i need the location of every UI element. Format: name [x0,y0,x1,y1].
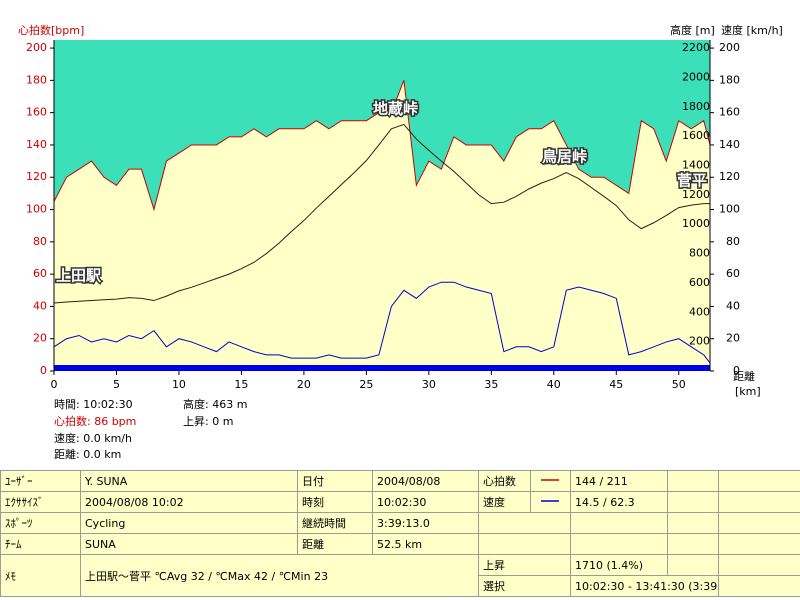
y3-tick-label: 140 [719,138,740,151]
cell: 144 / 211 [570,470,668,492]
x-tick-label: 40 [547,378,561,391]
cell: 時刻 [297,491,373,513]
y-tick-label: 100 [26,203,47,216]
series-line [53,123,710,304]
legend-swatch [530,470,571,492]
cell: 上昇 [478,554,571,576]
x-tick-label: 35 [484,378,498,391]
y3-tick-label: 160 [719,106,740,119]
y3-tick-label: 40 [726,299,740,312]
y2-tick-label: 1800 [682,100,710,113]
cell: 3:39:13.0 [372,512,479,534]
cell: 52.5 km [372,533,479,555]
x-tick-label: 25 [359,378,373,391]
y2-tick-label: 1000 [682,217,710,230]
y2-axis-title: 高度 [m] [670,23,715,37]
readout: 速度: 0.0 km/h [54,432,132,445]
hr-area [54,80,710,372]
selection-bar [54,365,710,371]
readout: 上昇: 0 m [183,415,234,428]
readout: 心拍数: 86 bpm [54,415,137,428]
y2-tick-label: 400 [689,305,710,318]
y3-tick-label: 120 [719,170,740,183]
x-tick-label: 20 [297,378,311,391]
cell: 日付 [297,470,373,492]
cell: 10:02:30 - 13:41:30 (3:39:00.0) [570,575,719,597]
x-tick-label: 45 [609,378,623,391]
y-tick-label: 180 [26,73,47,86]
y2-tick-label: 2000 [682,70,710,83]
annotation: 上田駅 [56,267,102,285]
y3-axis-title: 速度 [km/h] [721,23,783,37]
y2-tick-label: 600 [689,276,710,289]
x-tick-label: 15 [234,378,248,391]
cell: ﾕｰｻﾞｰ [0,470,81,492]
x-tick-label: 5 [113,378,120,391]
y3-tick-label: 60 [726,267,740,280]
y3-tick-label: 180 [719,73,740,86]
cell: ｴｸｻｻｲｽﾞ [0,491,81,513]
y2-tick-label: 800 [689,247,710,260]
y-tick-label: 0 [40,364,47,377]
cell: Cycling [80,512,298,534]
y2-tick-label: 1600 [682,129,710,142]
x-tick-label: 10 [172,378,186,391]
y2-tick-label: 200 [689,335,710,348]
cell: 上田駅～菅平 ℃Avg 32 / ℃Max 42 / ℃Min 23 [80,554,479,597]
y-tick-label: 140 [26,138,47,151]
readout: 時間: 10:02:30 [54,398,133,411]
x-tick-label: 0 [51,378,58,391]
chart: 心拍数[bpm] 高度 [m] 速度 [km/h] 距離 [km] 0 20 40 6… [18,23,783,398]
cell: Y. SUNA [80,470,298,492]
readout: 距離: 0.0 km [54,448,122,461]
y3-tick-label: 20 [726,332,740,345]
annotation: 地蔵峠 [373,100,418,118]
cell: 継続時間 [297,512,373,534]
info-table: ﾕｰｻﾞｰ Y. SUNA 日付 2004/08/08 心拍数 144 / 211 ｴｸｻ… [0,470,800,597]
y-tick-label: 60 [33,267,47,280]
cell: ﾁｰﾑ [0,533,81,555]
cell: 選択 [478,575,571,597]
cell: SUNA [80,533,298,555]
y3-tick-label: 80 [726,235,740,248]
cell: 1710 (1.4%) [570,554,668,576]
cell: ﾒﾓ [0,554,81,597]
y3-tick-label: 0 [733,364,740,377]
y-tick-label: 200 [26,41,47,54]
readout: 高度: 463 m [183,398,248,411]
y-tick-label: 20 [33,332,47,345]
y2-tick-label: 1400 [682,159,710,172]
x-tick-label: 50 [672,378,686,391]
x-axis-unit: [km] [735,385,761,398]
cell: 2004/08/08 10:02 [80,491,298,513]
y3-tick-label: 200 [719,41,740,54]
legend-swatch [530,491,571,513]
annotation: 菅平 [677,172,707,190]
y2-tick-label: 1200 [682,188,710,201]
cell: 速度 [478,491,531,513]
y-tick-label: 160 [26,106,47,119]
y-tick-label: 80 [33,235,47,248]
x-tick-label: 30 [422,378,436,391]
y-axis-title: 心拍数[bpm] [18,23,84,37]
series-line [53,80,711,212]
cell: 10:02:30 [372,491,479,513]
annotation: 鳥居峠 [542,148,587,166]
cell: 14.5 / 62.3 [570,491,668,513]
cell: 距離 [297,533,373,555]
cell: ｽﾎﾟｰﾂ [0,512,81,534]
series-line [53,281,711,364]
cell: 心拍数 [478,470,531,492]
y-tick-label: 40 [33,299,47,312]
y3-tick-label: 100 [719,203,740,216]
x-axis-title: 距離 [733,369,755,383]
y-tick-label: 120 [26,170,47,183]
y2-tick-label: 2200 [682,41,710,54]
cell: 2004/08/08 [372,470,479,492]
